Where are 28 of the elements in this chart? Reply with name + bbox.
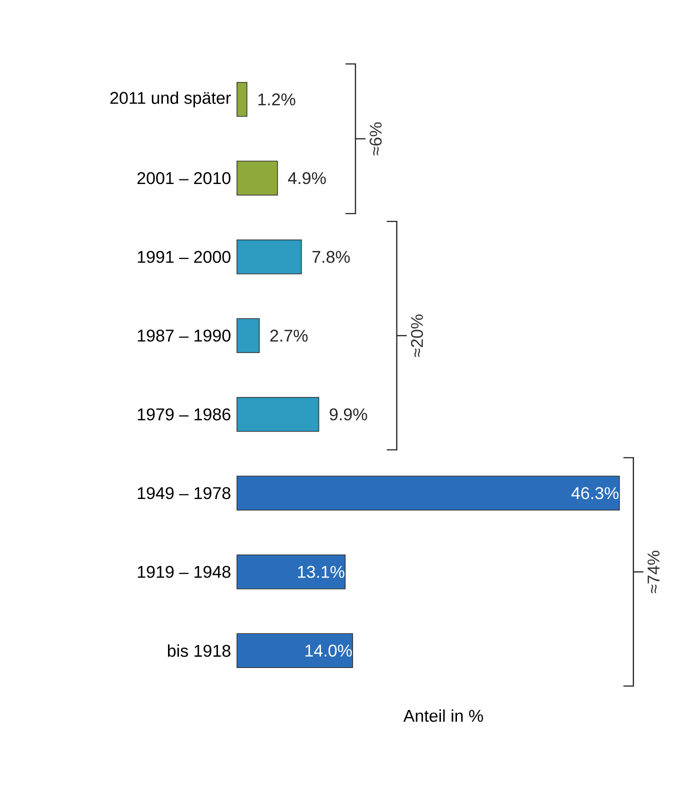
y-tick-label: 2001 – 2010 [137, 172, 230, 184]
data-label: 46.3% [571, 487, 619, 500]
y-tick-label: bis 1918 [168, 644, 230, 657]
bar [236, 318, 260, 354]
y-tick-label: 1949 – 1978 [138, 487, 230, 500]
data-label: 4.9% [288, 172, 326, 184]
bar [236, 396, 320, 432]
data-label: 14.0% [306, 644, 352, 657]
bar [236, 476, 620, 511]
bar [236, 633, 354, 668]
data-label: 2.7% [270, 330, 308, 342]
bar [236, 239, 302, 274]
y-tick-label: 1991 – 2000 [138, 250, 230, 263]
data-label: 9.9% [330, 408, 368, 420]
x-axis-title: Anteil in % [403, 709, 484, 722]
y-tick-label: 1979 – 1986 [138, 408, 230, 420]
bar [236, 160, 278, 196]
annotation: ≈20% [410, 314, 424, 357]
bar [236, 82, 248, 117]
data-label: 7.8% [312, 250, 350, 263]
text: ≈74% [648, 550, 660, 594]
y-tick-label: 2011 und später [110, 91, 231, 108]
data-label: 1.2% [258, 93, 296, 106]
y-tick-label: 1987 – 1990 [138, 330, 230, 342]
annotation: ≈6% [370, 122, 382, 156]
data-label: 13.1% [298, 566, 344, 578]
y-tick-label: 1919 – 1948 [138, 566, 230, 578]
bar [236, 554, 346, 590]
